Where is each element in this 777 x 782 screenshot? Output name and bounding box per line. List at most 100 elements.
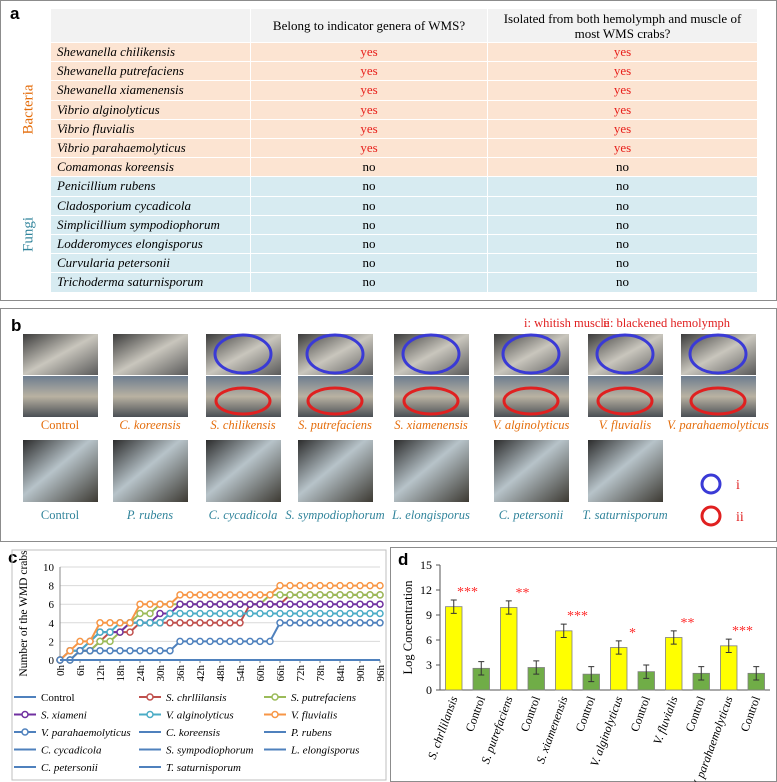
table-cell: no bbox=[251, 254, 488, 274]
x-tick-label: 6h bbox=[75, 665, 87, 677]
point bbox=[296, 600, 304, 608]
significance: *** bbox=[732, 624, 753, 639]
error-bar bbox=[478, 661, 485, 676]
point bbox=[136, 600, 144, 608]
photo bbox=[681, 334, 756, 375]
table-cell: no bbox=[488, 158, 758, 178]
legend-label: S. xiameni bbox=[41, 710, 87, 722]
table-cell: no bbox=[488, 254, 758, 274]
x-tick-label: 90h bbox=[355, 665, 367, 682]
point bbox=[166, 600, 174, 608]
photo bbox=[394, 440, 469, 502]
point bbox=[246, 591, 254, 599]
panel-a: a Belong to indicator genera of WMS? Isol… bbox=[0, 0, 777, 301]
x-tick-label: S. chrllilansis bbox=[425, 694, 461, 761]
x-tick-label: Control bbox=[682, 694, 708, 734]
table-cell: yes bbox=[488, 81, 758, 101]
bar bbox=[445, 606, 463, 691]
x-tick-label: 66h bbox=[275, 665, 287, 682]
point bbox=[326, 619, 334, 627]
sample-label: V. parahaemolyticus bbox=[667, 418, 769, 432]
point bbox=[316, 600, 324, 608]
photo-panel: b Control C. koreensis S. chilikensis S. pu… bbox=[11, 316, 769, 527]
point bbox=[166, 609, 174, 618]
table: Belong to indicator genera of WMS? Isolat… bbox=[1, 1, 776, 300]
point bbox=[306, 609, 314, 618]
point bbox=[336, 591, 344, 599]
point bbox=[326, 591, 334, 599]
point bbox=[196, 609, 204, 618]
x-tick-label: 48h bbox=[215, 665, 227, 682]
point bbox=[306, 591, 314, 599]
table-cell: no bbox=[251, 235, 488, 255]
legend-label: S. putrefaciens bbox=[291, 692, 356, 704]
sample-label: S. xiamenensis bbox=[394, 418, 468, 432]
table-cell: no bbox=[251, 177, 488, 197]
point bbox=[126, 619, 134, 627]
x-tick-label: 30h bbox=[155, 665, 167, 682]
x-tick-label: 12h bbox=[95, 665, 107, 682]
circle-i bbox=[688, 333, 748, 375]
point bbox=[216, 619, 224, 627]
point bbox=[326, 600, 334, 608]
table-cell: yes bbox=[251, 139, 488, 159]
sample-label: Control bbox=[41, 508, 80, 522]
point bbox=[366, 591, 374, 599]
legend-marker bbox=[21, 728, 29, 736]
legend-marker bbox=[271, 693, 279, 701]
group-label: Fungi bbox=[20, 217, 37, 253]
point bbox=[216, 591, 224, 599]
legend-label: C. koreensis bbox=[166, 727, 220, 739]
error-bar bbox=[615, 640, 622, 655]
x-tick-label: 84h bbox=[335, 665, 347, 682]
point bbox=[336, 581, 344, 590]
x-tick-label: 78h bbox=[315, 665, 327, 682]
point bbox=[196, 619, 204, 627]
point bbox=[316, 619, 324, 627]
table-cell: yes bbox=[251, 100, 488, 120]
bar bbox=[500, 607, 518, 691]
point bbox=[86, 637, 94, 646]
photo bbox=[113, 334, 188, 375]
table-cell: no bbox=[488, 235, 758, 255]
point bbox=[366, 609, 374, 618]
point bbox=[306, 619, 314, 627]
point bbox=[206, 591, 214, 599]
table-cell: no bbox=[251, 273, 488, 293]
x-tick-label: Control bbox=[627, 694, 653, 734]
table-cell: yes bbox=[488, 43, 758, 63]
sample-label: Control bbox=[41, 418, 80, 432]
plot-border bbox=[11, 549, 387, 781]
point bbox=[346, 609, 354, 618]
point bbox=[236, 591, 244, 599]
circle-i bbox=[213, 333, 273, 375]
x-tick-label: 60h bbox=[255, 665, 267, 682]
point bbox=[146, 619, 154, 627]
x-tick-label: 24h bbox=[135, 665, 147, 682]
x-tick-label: V. fluvialis bbox=[650, 694, 681, 747]
significance: ** bbox=[681, 616, 695, 631]
circle-i bbox=[305, 333, 365, 375]
point bbox=[156, 619, 164, 627]
photo bbox=[588, 334, 663, 375]
table-cell: no bbox=[488, 177, 758, 197]
legend-marker bbox=[271, 710, 279, 719]
point bbox=[226, 591, 234, 599]
row-name: Shewanella putrefaciens bbox=[51, 62, 251, 82]
row-name: Vibrio alginolyticus bbox=[51, 100, 251, 120]
point bbox=[96, 628, 104, 636]
table-cell: yes bbox=[251, 81, 488, 101]
legend-marker bbox=[146, 693, 154, 701]
table-cell: yes bbox=[488, 62, 758, 82]
point bbox=[226, 619, 234, 627]
point bbox=[256, 609, 264, 618]
photo bbox=[206, 334, 281, 375]
legend-label: C. cycadicola bbox=[41, 745, 102, 757]
point bbox=[116, 619, 124, 627]
point bbox=[216, 637, 224, 646]
header-cell: Isolated from both hemolymph and muscle … bbox=[488, 9, 758, 43]
sample-label: L. elongisporus bbox=[391, 508, 470, 522]
point bbox=[176, 591, 184, 599]
bar bbox=[555, 630, 573, 691]
point bbox=[146, 646, 154, 655]
